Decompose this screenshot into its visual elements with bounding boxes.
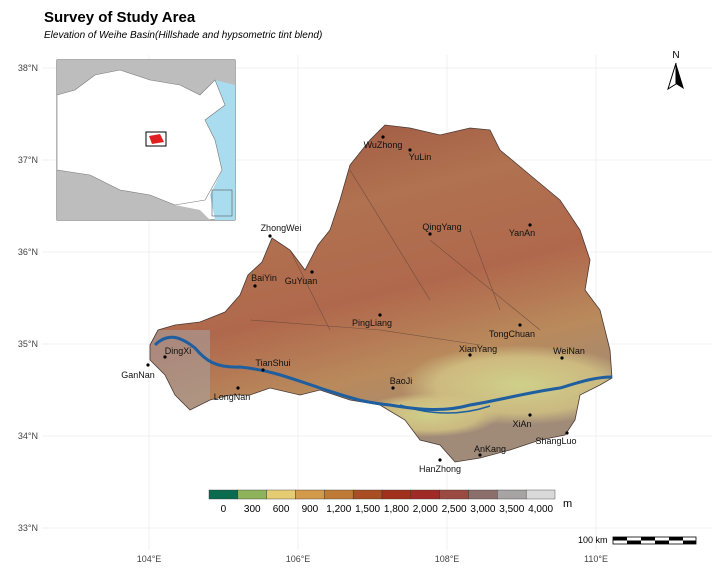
legend-label: 1,200: [326, 504, 351, 515]
city-label: AnKang: [474, 444, 506, 454]
city-dot: [261, 368, 265, 372]
city-dot: [310, 270, 314, 274]
legend-swatch: [324, 489, 354, 500]
city-label: YanAn: [509, 228, 535, 238]
legend-unit: m: [563, 498, 572, 510]
city-label: TianShui: [255, 358, 290, 368]
legend-swatch: [352, 489, 383, 500]
weihe-river: [153, 335, 613, 411]
city-label: ZhongWei: [261, 223, 302, 233]
legend-label: 900: [302, 504, 319, 515]
city-label: GanNan: [121, 370, 155, 380]
lat-label: 34°N: [18, 431, 38, 441]
title: Survey of Study Area: [44, 9, 196, 26]
city-label: HanZhong: [419, 464, 461, 474]
city-dot: [468, 353, 472, 357]
city-label: GuYuan: [285, 276, 318, 286]
lon-label: 108°E: [435, 554, 460, 564]
lat-label: 37°N: [18, 155, 38, 165]
city-dot: [428, 232, 432, 236]
city-dot: [268, 234, 272, 238]
legend-label: 1,500: [355, 504, 380, 515]
city-dot: [391, 386, 395, 390]
city-label: XianYang: [459, 344, 497, 354]
legend-label: 600: [273, 504, 290, 515]
city-dot: [146, 363, 150, 367]
legend-swatch: [497, 489, 527, 500]
tributary: [399, 404, 491, 414]
city-dot: [253, 284, 257, 288]
city-dot: [381, 135, 385, 139]
city-dot: [438, 458, 442, 462]
legend-swatch: [525, 489, 556, 500]
city-label: WeiNan: [553, 346, 585, 356]
lon-label: 104°E: [137, 554, 162, 564]
legend-swatch: [208, 489, 239, 500]
legend-swatch: [295, 489, 325, 500]
legend: 0 300 600 900 1,200 1,500 1,800 2,000 2,500 3,000…: [208, 489, 572, 515]
lat-label: 38°N: [18, 63, 38, 73]
legend-swatch: [468, 489, 498, 500]
legend-swatch: [381, 489, 412, 500]
city-label: LongNan: [214, 392, 251, 402]
city-dot: [408, 148, 412, 152]
city-dot: [518, 323, 522, 327]
city-dot: [236, 386, 240, 390]
legend-label: 2,500: [442, 504, 467, 515]
inset-map: [56, 59, 236, 221]
lon-label: 110°E: [584, 554, 608, 564]
legend-swatch: [266, 489, 296, 500]
legend-label: 3,000: [470, 504, 495, 515]
legend-label: 300: [244, 504, 261, 515]
city-dot: [163, 355, 167, 359]
city-dot: [565, 431, 569, 435]
north-label: N: [672, 50, 679, 61]
legend-swatch: [237, 489, 267, 500]
city-label: BaoJi: [390, 376, 413, 386]
lat-label: 33°N: [18, 523, 38, 533]
city-label: YuLin: [409, 152, 432, 162]
city-dot: [528, 223, 532, 227]
cities: WuZhong YuLin ZhongWei BaiYin GuYuan QingYang…: [121, 135, 585, 474]
city-dot: [378, 313, 382, 317]
lat-label: 36°N: [18, 247, 38, 257]
legend-label: 2,000: [413, 504, 438, 515]
scale-label: 100 km: [578, 535, 608, 545]
legend-label: 0: [221, 504, 227, 515]
city-dot: [560, 356, 564, 360]
legend-label: 3,500: [499, 504, 524, 515]
subtitle: Elevation of Weihe Basin(Hillshade and h…: [44, 30, 322, 41]
legend-swatch: [410, 489, 440, 500]
city-label: DingXi: [165, 346, 192, 356]
north-arrow: N: [667, 50, 684, 91]
lat-label: 35°N: [18, 339, 38, 349]
legend-label: 1,800: [384, 504, 409, 515]
city-label: WuZhong: [364, 140, 403, 150]
city-label: XiAn: [512, 419, 531, 429]
scale-bar: 100 km: [578, 535, 697, 545]
city-label: ShangLuo: [535, 436, 576, 446]
city-label: BaiYin: [251, 273, 277, 283]
city-dot: [528, 413, 532, 417]
city-label: PingLiang: [352, 318, 392, 328]
legend-label: 4,000: [528, 504, 553, 515]
city-label: QingYang: [422, 222, 461, 232]
legend-swatch: [439, 489, 469, 500]
city-dot: [478, 453, 482, 457]
city-label: TongChuan: [489, 329, 535, 339]
lon-label: 106°E: [286, 554, 311, 564]
